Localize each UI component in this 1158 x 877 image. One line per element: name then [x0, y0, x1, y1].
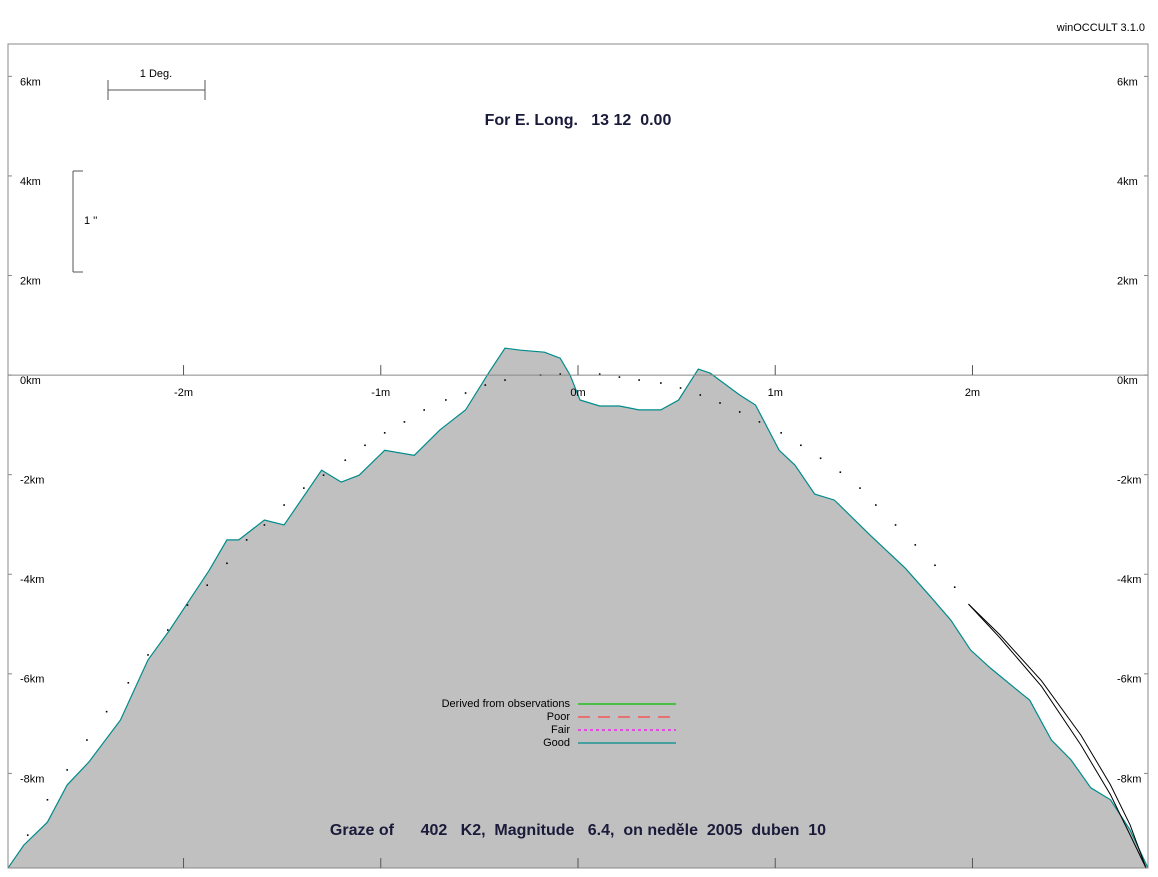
y-tick-label: -8km: [1117, 773, 1141, 785]
limb-point: [953, 586, 956, 588]
limb-point: [934, 564, 936, 567]
limb-point: [344, 459, 347, 462]
limb-point: [660, 382, 662, 384]
x-tick-label: 2m: [965, 387, 980, 399]
limb-point: [263, 524, 266, 526]
y-tick-label: -4km: [1117, 574, 1141, 586]
limb-point: [738, 411, 741, 413]
limb-point: [914, 544, 917, 546]
limb-point: [780, 432, 782, 434]
limb-point: [245, 539, 248, 541]
observation-line: [968, 603, 1147, 868]
limb-point: [226, 562, 228, 565]
profile-fill: [8, 348, 1148, 868]
legend-label: Derived from observations: [442, 698, 571, 710]
app-label: winOCCULT 3.1.0: [1056, 22, 1145, 34]
y-tick-label: 2km: [20, 275, 41, 287]
arcsec-scale-bar: [72, 170, 83, 273]
limb-point: [283, 504, 285, 506]
limb-point: [127, 681, 130, 684]
y-tick-label: 2km: [1117, 275, 1138, 287]
limb-point: [800, 444, 802, 447]
x-tick-label: -2m: [174, 387, 193, 399]
limb-point: [403, 421, 406, 423]
y-tick-label: -4km: [20, 574, 44, 586]
chart-subtitle: Graze of 402 K2, Magnitude 6.4, on neděl…: [330, 822, 826, 839]
limb-point: [598, 373, 601, 375]
limb-point: [679, 387, 682, 389]
y-tick-label: 6km: [1117, 76, 1138, 88]
y-tick-label: 0km: [20, 375, 41, 387]
limb-point: [66, 769, 68, 771]
limb-point: [719, 402, 721, 404]
x-tick-label: 0m: [570, 387, 585, 399]
y-tick-label: -6km: [20, 674, 44, 686]
limb-point: [559, 373, 562, 375]
limb-point: [699, 394, 702, 396]
limb-point: [147, 654, 149, 656]
x-tick-label: -1m: [371, 387, 390, 399]
limb-point: [839, 471, 842, 473]
limb-point: [206, 584, 209, 587]
limb-point: [86, 739, 88, 741]
y-tick-label: 0km: [1117, 375, 1138, 387]
limb-point: [875, 504, 877, 506]
limb-point: [383, 432, 386, 434]
x-tick-label: 1m: [768, 387, 783, 399]
limb-point: [638, 379, 640, 381]
y-tick-label: 4km: [1117, 176, 1138, 188]
y-tick-label: 6km: [20, 76, 41, 88]
arcsec-scale-label: 1 '': [84, 215, 97, 227]
limb-point: [504, 379, 506, 381]
legend-label: Fair: [551, 724, 570, 736]
limb-point: [484, 384, 487, 386]
legend-label: Poor: [547, 711, 571, 723]
chart-title: For E. Long. 13 12 0.00: [485, 112, 672, 129]
y-tick-label: -6km: [1117, 674, 1141, 686]
limb-point: [26, 834, 29, 836]
limb-point: [758, 421, 761, 423]
limb-point: [423, 409, 425, 411]
limb-point: [464, 392, 467, 394]
limb-point: [105, 710, 108, 713]
y-tick-label: 4km: [20, 176, 41, 188]
y-tick-label: -8km: [20, 773, 44, 785]
observation-line: [968, 603, 1147, 868]
degree-scale-label: 1 Deg.: [140, 68, 172, 80]
limb-point: [364, 444, 366, 447]
y-tick-label: -2km: [20, 475, 44, 487]
limb-point: [46, 798, 49, 801]
limb-point: [618, 376, 621, 378]
profile-line: [8, 347, 1148, 868]
overlay: -2m -1m 0m 1m 2m 6km 6km 4km 4km 2km 2km 0km 0km -2km…: [8, 75, 1148, 868]
limb-point: [445, 399, 447, 401]
limb-point: [859, 487, 861, 489]
limb-point: [186, 604, 189, 606]
y-tick-label: -2km: [1117, 475, 1141, 487]
limb-point: [819, 457, 822, 460]
limb-point: [303, 487, 305, 489]
degree-scale-bar: [107, 80, 206, 100]
legend-label: Good: [543, 737, 570, 749]
limb-point: [166, 629, 169, 631]
limb-point: [894, 524, 897, 526]
plot-area: [8, 347, 1148, 868]
limb-point: [322, 474, 325, 476]
